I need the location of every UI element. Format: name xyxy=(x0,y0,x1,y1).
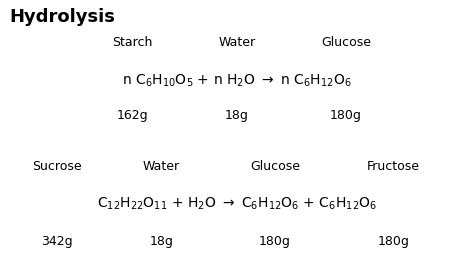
Text: Fructose: Fructose xyxy=(367,160,420,173)
Text: 180g: 180g xyxy=(330,109,362,122)
Text: Water: Water xyxy=(219,36,255,49)
Text: Sucrose: Sucrose xyxy=(32,160,82,173)
Text: Hydrolysis: Hydrolysis xyxy=(9,8,115,26)
Text: Water: Water xyxy=(143,160,180,173)
Text: Glucose: Glucose xyxy=(250,160,300,173)
Text: 180g: 180g xyxy=(377,235,410,248)
Text: Glucose: Glucose xyxy=(321,36,371,49)
Text: n C$_6$H$_{10}$O$_5$ + n H$_2$O $\rightarrow$ n C$_6$H$_{12}$O$_6$: n C$_6$H$_{10}$O$_5$ + n H$_2$O $\righta… xyxy=(122,72,352,89)
Text: 180g: 180g xyxy=(259,235,291,248)
Text: 162g: 162g xyxy=(117,109,148,122)
Text: 342g: 342g xyxy=(41,235,73,248)
Text: 18g: 18g xyxy=(149,235,173,248)
Text: 18g: 18g xyxy=(225,109,249,122)
Text: C$_{12}$H$_{22}$O$_{11}$ + H$_2$O $\rightarrow$ C$_6$H$_{12}$O$_6$ + C$_6$H$_{12: C$_{12}$H$_{22}$O$_{11}$ + H$_2$O $\righ… xyxy=(97,195,377,212)
Text: Starch: Starch xyxy=(112,36,153,49)
